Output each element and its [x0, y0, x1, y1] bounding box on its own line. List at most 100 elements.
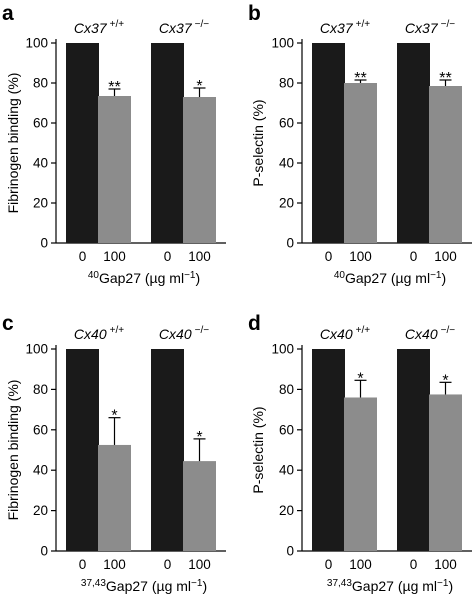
x-axis-title-exponent: −1	[191, 578, 203, 589]
y-tick-label: 100	[271, 342, 294, 357]
bar-control	[397, 349, 430, 551]
y-tick-label: 40	[33, 463, 48, 478]
x-axis-title-main: Gap27 (µg ml	[352, 578, 437, 594]
x-axis-title: 37,43Gap27 (µg ml−1)	[327, 578, 453, 594]
y-tick-label: 20	[279, 503, 294, 518]
y-tick-label: 0	[286, 236, 294, 251]
genotype-name: Cx40	[159, 326, 192, 342]
y-tick-label: 100	[25, 342, 48, 357]
y-tick-label: 0	[286, 544, 294, 559]
x-tick-label: 100	[103, 557, 126, 572]
y-tick-label: 0	[40, 236, 48, 251]
genotype-label: Cx37 +/+	[74, 19, 124, 36]
genotype-label: Cx40 −/−	[159, 325, 209, 342]
genotype-name: Cx40	[320, 326, 353, 342]
bar-treated	[183, 97, 216, 243]
genotype-label: Cx37 −/−	[159, 19, 209, 36]
bar-treated	[344, 397, 377, 551]
y-tick-label: 60	[279, 422, 294, 437]
x-tick-label: 0	[79, 249, 87, 264]
panel-label: d	[248, 312, 261, 335]
genotype-name: Cx37	[74, 20, 108, 36]
significance-marker: **	[108, 79, 120, 96]
x-tick-label: 0	[325, 249, 333, 264]
panel-label: a	[2, 2, 14, 25]
genotype-superscript: +/+	[110, 325, 125, 336]
x-axis-title-close: )	[441, 270, 446, 286]
x-axis-title: 40Gap27 (µg ml−1)	[334, 270, 446, 286]
x-axis-title-prefix: 40	[88, 270, 100, 281]
x-axis-title-exponent: −1	[184, 270, 196, 281]
x-tick-label: 0	[164, 249, 172, 264]
x-axis-title-close: )	[448, 578, 453, 594]
x-axis-title-close: )	[195, 270, 200, 286]
genotype-superscript: −/−	[195, 19, 210, 30]
x-tick-label: 100	[349, 249, 372, 264]
y-tick-label: 100	[25, 36, 48, 51]
bar-treated	[344, 83, 377, 243]
significance-marker: *	[111, 408, 117, 425]
genotype-name: Cx37	[320, 20, 354, 36]
x-axis-title-exponent: −1	[430, 270, 442, 281]
y-tick-label: 100	[271, 36, 294, 51]
x-axis-title: 40Gap27 (µg ml−1)	[88, 270, 200, 286]
genotype-name: Cx37	[159, 20, 193, 36]
panel-a: a 0 20 40 60 80 100 Fibrinogen binding (%) 0 ** 10…	[2, 2, 226, 286]
y-tick-label: 40	[33, 156, 48, 171]
y-tick-label: 0	[40, 544, 48, 559]
y-tick-label: 80	[33, 76, 48, 91]
bar-treated	[98, 444, 131, 551]
bar-treated	[183, 461, 216, 551]
genotype-label: Cx40 +/+	[74, 325, 124, 342]
significance-marker: *	[442, 372, 448, 389]
panel-label: b	[248, 2, 261, 25]
bar-control	[66, 349, 99, 551]
genotype-label: Cx37 +/+	[320, 19, 370, 36]
bar-control	[397, 43, 430, 243]
genotype-superscript: −/−	[441, 19, 456, 30]
x-axis-title-prefix: 40	[334, 270, 346, 281]
x-tick-label: 0	[410, 249, 418, 264]
genotype-label: Cx40 +/+	[320, 325, 370, 342]
x-tick-label: 0	[164, 557, 172, 572]
bar-treated	[98, 96, 131, 243]
y-tick-label: 60	[279, 116, 294, 131]
x-tick-label: 100	[349, 557, 372, 572]
panel-label: c	[2, 312, 14, 335]
bar-treated	[429, 86, 462, 243]
y-tick-label: 20	[33, 196, 48, 211]
genotype-superscript: +/+	[356, 325, 371, 336]
genotype-superscript: +/+	[356, 19, 371, 30]
bar-control	[312, 43, 345, 243]
bar-control	[151, 349, 184, 551]
x-axis-title: 37,43Gap27 (µg ml−1)	[81, 578, 207, 594]
x-axis-title-main: Gap27 (µg ml	[106, 578, 191, 594]
x-axis-title-main: Gap27 (µg ml	[345, 270, 430, 286]
y-axis-title: Fibrinogen binding (%)	[5, 73, 21, 214]
bar-control	[66, 43, 99, 243]
genotype-name: Cx37	[405, 20, 439, 36]
x-tick-label: 0	[325, 557, 333, 572]
significance-marker: **	[439, 70, 451, 87]
y-tick-label: 60	[33, 116, 48, 131]
genotype-superscript: −/−	[195, 325, 210, 336]
genotype-superscript: −/−	[441, 325, 456, 336]
y-tick-label: 80	[33, 382, 48, 397]
genotype-label: Cx40 −/−	[405, 325, 455, 342]
y-tick-label: 80	[279, 76, 294, 91]
bar-control	[151, 43, 184, 243]
y-tick-label: 80	[279, 382, 294, 397]
genotype-name: Cx40	[405, 326, 438, 342]
x-tick-label: 100	[188, 557, 211, 572]
genotype-name: Cx40	[74, 326, 107, 342]
y-tick-label: 60	[33, 422, 48, 437]
x-axis-title-main: Gap27 (µg ml	[99, 270, 184, 286]
genotype-superscript: +/+	[110, 19, 125, 30]
x-tick-label: 100	[434, 557, 457, 572]
bar-treated	[429, 394, 462, 551]
x-axis-title-prefix: 37,43	[81, 578, 106, 589]
significance-marker: *	[196, 429, 202, 446]
significance-marker: *	[196, 78, 202, 95]
